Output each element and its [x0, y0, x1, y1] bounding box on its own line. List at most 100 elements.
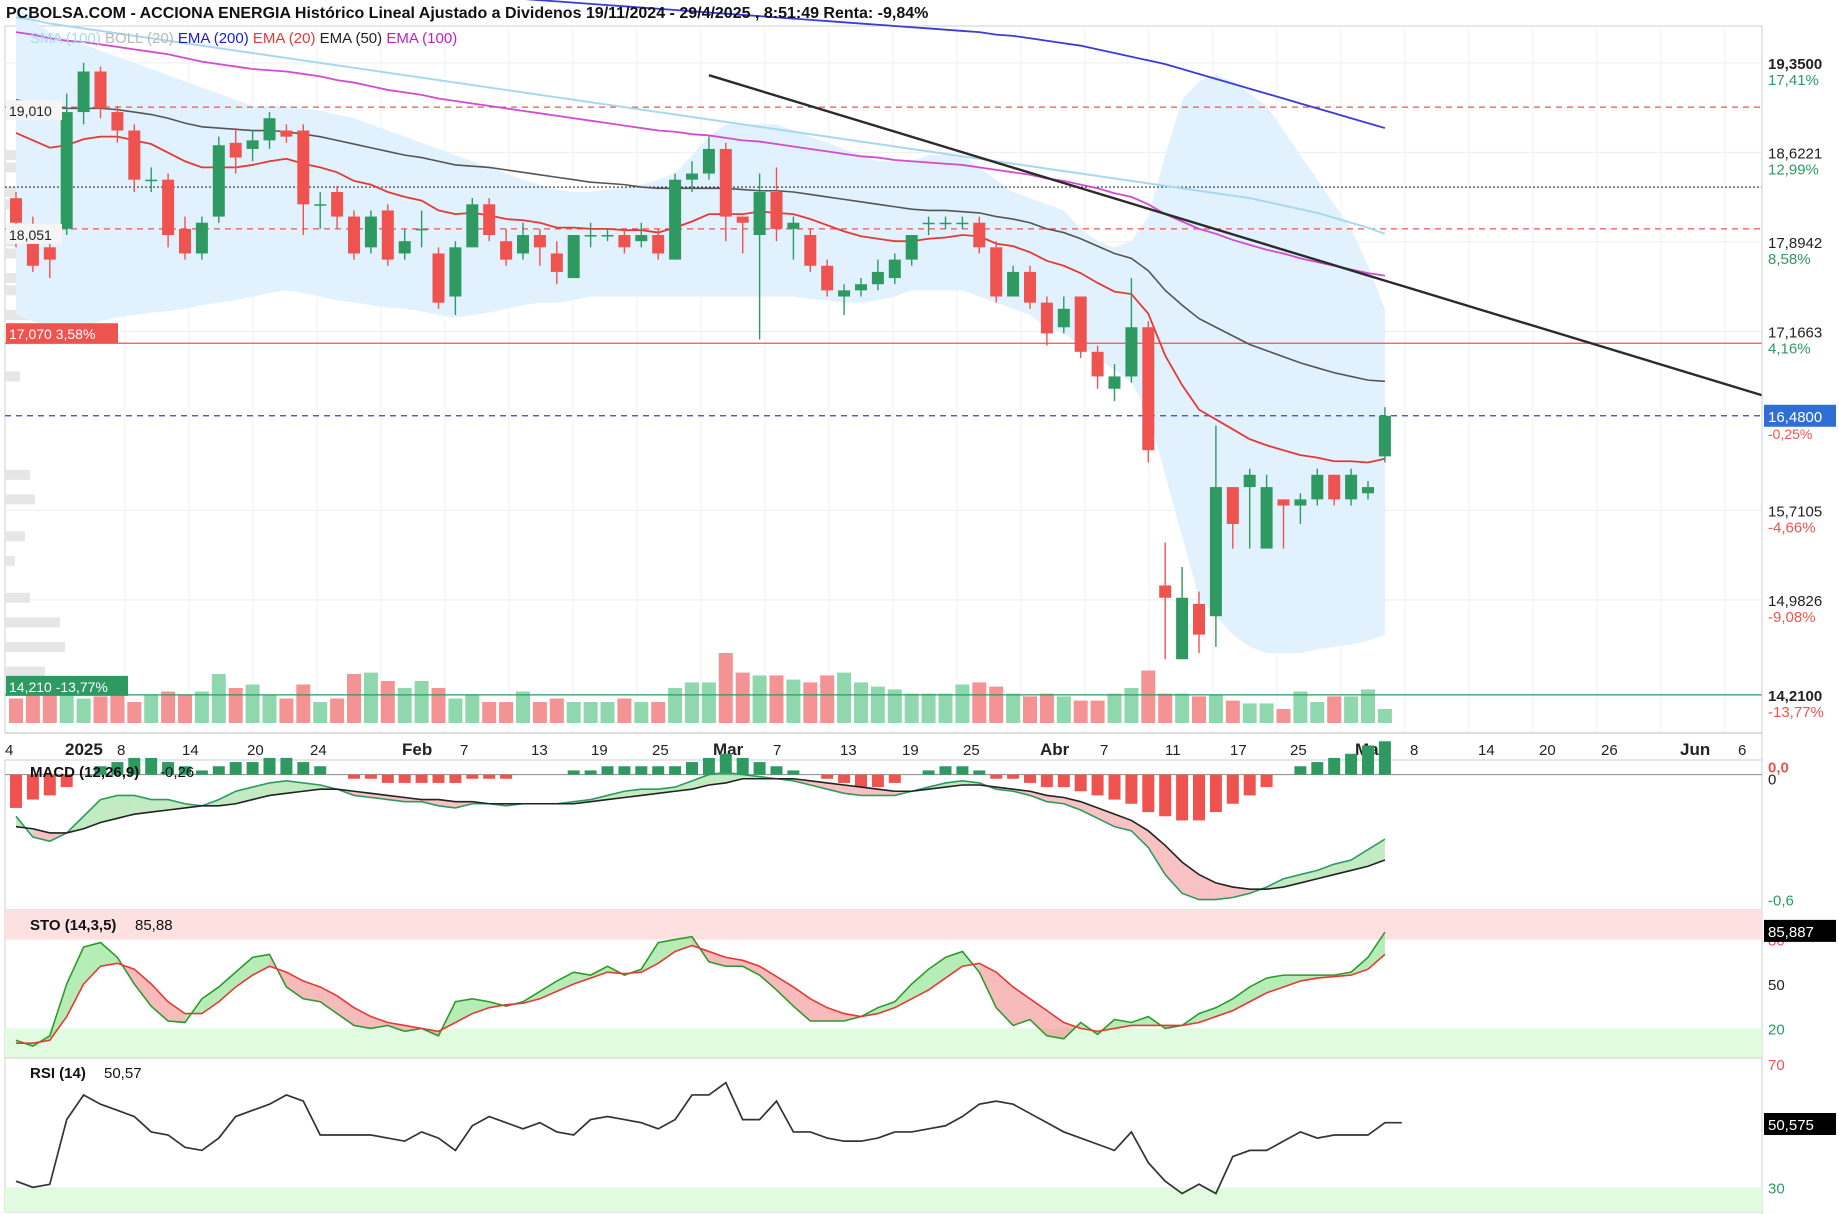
volume-bar — [1158, 693, 1173, 723]
macd-histogram-bar — [179, 766, 191, 775]
volume-bar — [532, 702, 547, 723]
current-price-pct: -0,25% — [1768, 426, 1812, 442]
volume-bar — [42, 691, 57, 723]
sto-fill — [742, 960, 760, 976]
macd-tick-label: -0,6 — [1768, 893, 1794, 910]
candle-body — [821, 265, 834, 291]
sto-fill — [1283, 975, 1301, 987]
legend-ema50[interactable]: EMA (50) — [319, 30, 383, 47]
sto-fill — [894, 984, 912, 1008]
volume-bar — [887, 689, 902, 723]
x-axis-label: 20 — [1539, 742, 1556, 759]
candle-body — [855, 284, 867, 291]
volume-bar — [1327, 696, 1342, 723]
x-axis-label: 2025 — [65, 740, 103, 759]
candle-body — [500, 241, 513, 260]
candle-body — [466, 204, 479, 248]
volume-bar — [549, 698, 564, 723]
macd-histogram-bar — [1209, 774, 1222, 813]
volume-bar — [989, 686, 1004, 723]
macd-histogram-bar — [1294, 766, 1307, 775]
macd-fill — [1182, 862, 1199, 900]
sto-fill — [725, 957, 743, 967]
macd-histogram-bar — [584, 770, 597, 775]
candle-body — [601, 235, 614, 237]
candle-body — [111, 112, 124, 131]
macd-histogram-bar — [635, 766, 648, 775]
volume-profile-bar — [5, 371, 20, 382]
legend-sma100[interactable]: SMA (100) — [30, 30, 101, 47]
macd-histogram-bar — [753, 762, 766, 775]
sto-fill — [945, 951, 963, 979]
candle-body — [1378, 415, 1391, 457]
ema100-line — [15, 31, 1386, 277]
volume-profile-bar — [5, 666, 45, 677]
volume-bar — [786, 679, 801, 723]
macd-fill — [286, 780, 304, 794]
x-axis-label: Jun — [1680, 740, 1710, 759]
volume-bar — [752, 675, 767, 723]
volume-bar — [617, 698, 632, 723]
legend-ema20[interactable]: EMA (20) — [252, 30, 316, 47]
volume-profile-bar — [5, 617, 60, 628]
candle-body — [804, 235, 817, 266]
macd-histogram-bar — [398, 774, 411, 783]
macd-fill — [1165, 845, 1183, 894]
candle-body — [449, 247, 462, 297]
macd-tick-label: 0 — [1768, 772, 1776, 789]
volume-bar — [245, 684, 260, 723]
legend-boll[interactable]: BOLL (20) — [105, 30, 174, 47]
macd-fill — [641, 789, 659, 796]
volume-bar — [380, 681, 395, 723]
volume-bar — [870, 686, 885, 723]
legend-ema100[interactable]: EMA (100) — [386, 30, 458, 47]
macd-fill — [1215, 882, 1233, 900]
sto-fill — [827, 1007, 845, 1021]
chart-title: PCBOLSA.COM - ACCIONA ENERGIA Histórico … — [6, 5, 929, 22]
volume-bar — [211, 674, 226, 723]
sto-overbought-zone — [5, 910, 1762, 940]
sto-fill — [337, 995, 354, 1026]
macd-histogram-bar — [10, 774, 22, 808]
sto-tick-label: 50 — [1768, 977, 1785, 994]
macd-histogram-bar — [280, 757, 293, 775]
macd-histogram-bar — [973, 770, 986, 775]
volume-bar — [634, 702, 649, 723]
sto-fill — [877, 1001, 895, 1014]
volume-bar — [1039, 693, 1054, 723]
tag-19010: 19,010 — [9, 103, 52, 119]
candle-body — [1007, 271, 1020, 297]
candle-body — [1074, 296, 1087, 352]
volume-bar — [1293, 691, 1308, 723]
candle-body — [398, 241, 411, 254]
x-axis-label: 7 — [1100, 742, 1108, 759]
volume-bar — [516, 691, 530, 723]
volume-bar — [701, 682, 716, 723]
candle-body — [145, 179, 158, 182]
macd-histogram-bar — [381, 774, 394, 783]
volume-bar — [262, 695, 277, 723]
candle-body — [1362, 487, 1374, 494]
candle-body — [432, 253, 445, 303]
macd-histogram-bar — [939, 766, 952, 775]
tag-17070-bg — [6, 323, 118, 344]
macd-histogram-bar — [432, 774, 445, 783]
macd-histogram-bar — [94, 766, 107, 775]
macd-histogram-bar — [1108, 774, 1121, 800]
macd-fill — [134, 795, 152, 815]
rsi-current-tag-bg — [1764, 1112, 1836, 1135]
candle-body — [939, 222, 952, 225]
volume-bar — [685, 682, 699, 723]
macd-histogram-bar — [956, 766, 969, 775]
macd-fill — [1148, 830, 1166, 875]
x-axis-label: 4 — [5, 742, 13, 759]
x-axis-label: 13 — [531, 742, 548, 759]
candle-body — [702, 148, 715, 174]
legend-ema200[interactable]: EMA (200) — [177, 30, 249, 47]
volume-bar — [1361, 689, 1375, 723]
sto-fill — [286, 972, 304, 999]
candle-body — [652, 235, 665, 254]
volume-bar — [363, 672, 378, 723]
ema20-line — [15, 132, 1386, 464]
volume-bar — [1192, 696, 1206, 723]
